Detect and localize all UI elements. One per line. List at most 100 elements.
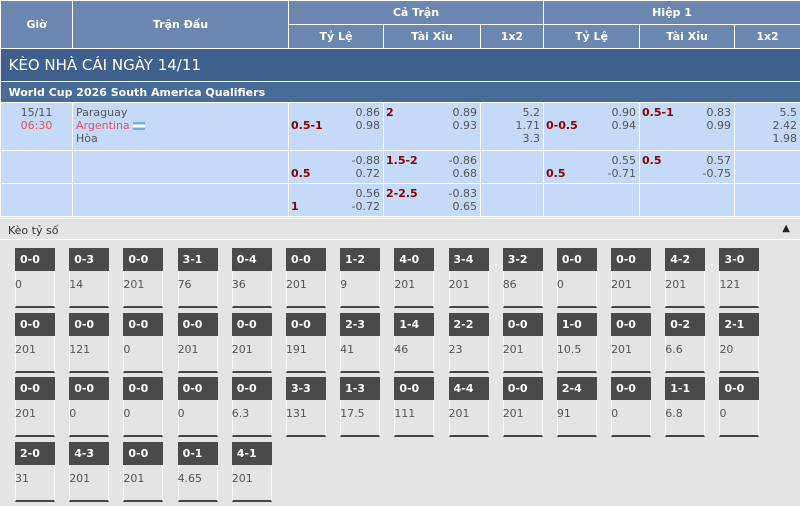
odds-value[interactable]: 1.98: [738, 132, 797, 145]
home-team[interactable]: Paraguay: [76, 106, 285, 119]
score-odds: 91: [557, 400, 596, 420]
odds-value[interactable]: 0.90: [547, 106, 636, 119]
header-time: Giờ: [1, 1, 73, 49]
odds-value[interactable]: 1.71: [484, 119, 540, 132]
odds-value[interactable]: 0.86: [292, 106, 380, 119]
odds-value[interactable]: 5.5: [738, 106, 797, 119]
odds-value[interactable]: -0.75: [643, 167, 731, 180]
score-odds: 31: [15, 465, 54, 485]
score-label: 0-0: [286, 313, 326, 336]
odds-value[interactable]: 0.68: [387, 167, 477, 180]
score-label: 0-0: [503, 377, 543, 400]
odds-value[interactable]: 0.55: [547, 154, 636, 167]
odds-value[interactable]: 2.42: [738, 119, 797, 132]
score-label: 2-2: [449, 313, 489, 336]
score-odds: 121: [719, 271, 758, 291]
score-odds: 0: [611, 400, 650, 420]
league-name[interactable]: World Cup 2026 South America Qualifiers: [1, 82, 800, 103]
odds-value[interactable]: -0.72: [292, 200, 380, 213]
time-cell: [1, 184, 73, 217]
odds-value[interactable]: 0.56: [292, 187, 380, 200]
odds-value[interactable]: 0.99: [643, 119, 731, 132]
triangle-up-icon[interactable]: ▲: [782, 223, 790, 234]
score-label: 0-4: [232, 248, 272, 271]
odds-value[interactable]: -0.88: [292, 154, 380, 167]
odds-value[interactable]: 0.89: [387, 106, 477, 119]
score-odds: 111: [394, 400, 433, 420]
score-odds: 131: [286, 400, 325, 420]
odds-value[interactable]: 3.3: [484, 132, 540, 145]
correct-score-header[interactable]: Kèo tỷ số ▲: [0, 218, 800, 240]
h1-1x2: [735, 151, 800, 184]
handicap-line: 1: [291, 200, 299, 213]
score-label: 0-0: [557, 248, 597, 271]
odds-value[interactable]: 0.65: [387, 200, 477, 213]
away-team[interactable]: Argentina: [76, 119, 130, 132]
odds-value[interactable]: 5.2: [484, 106, 540, 119]
correct-score-label: Kèo tỷ số: [8, 224, 58, 237]
ft-1x2: [481, 184, 544, 217]
odds-value[interactable]: 0.93: [387, 119, 477, 132]
